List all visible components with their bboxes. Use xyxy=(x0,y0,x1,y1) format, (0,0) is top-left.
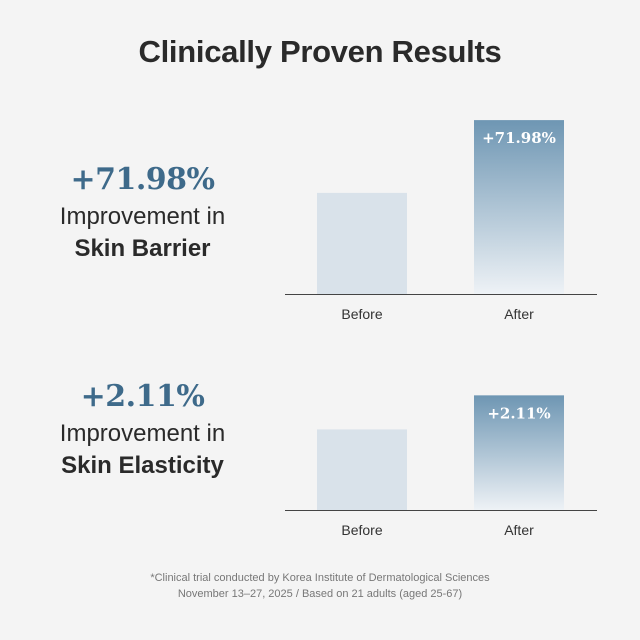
data-label: +2.11% xyxy=(487,404,550,422)
stat-label-line2: Skin Barrier xyxy=(74,235,211,262)
category-label: Before xyxy=(341,306,382,322)
footnote: *Clinical trial conducted by Korea Insti… xyxy=(0,570,640,602)
bar-chart-skin-elasticity: Before +2.11% After xyxy=(285,395,597,538)
bar-after xyxy=(474,120,564,294)
skin-barrier-panel: +71.98% Improvement in Skin Barrier Befo… xyxy=(0,100,640,330)
page-title: Clinically Proven Results xyxy=(138,34,502,69)
bar-after xyxy=(474,395,564,510)
stat-block: +2.11% Improvement in Skin Elasticity xyxy=(30,379,255,480)
stat-block: +71.98% Improvement in Skin Barrier xyxy=(30,162,255,263)
stat-label-line1: Improvement in xyxy=(59,203,226,230)
category-label: After xyxy=(504,306,534,322)
bar-before xyxy=(317,429,407,510)
stat-value: +2.11% xyxy=(80,379,205,414)
skin-elasticity-panel: +2.11% Improvement in Skin Elasticity Be… xyxy=(0,365,640,545)
data-label: +71.98% xyxy=(482,129,556,147)
category-label: Before xyxy=(341,522,382,538)
bar-before xyxy=(317,192,407,294)
stat-value: +71.98% xyxy=(70,162,215,197)
stat-label-line2: Skin Elasticity xyxy=(61,452,224,479)
footnote-line2: November 13–27, 2025 / Based on 21 adult… xyxy=(177,588,463,600)
stat-label-line1: Improvement in xyxy=(59,420,226,447)
bar-chart-skin-barrier: Before +71.98% After xyxy=(285,120,597,322)
footnote-line1: *Clinical trial conducted by Korea Insti… xyxy=(150,572,490,584)
category-label: After xyxy=(504,522,534,538)
